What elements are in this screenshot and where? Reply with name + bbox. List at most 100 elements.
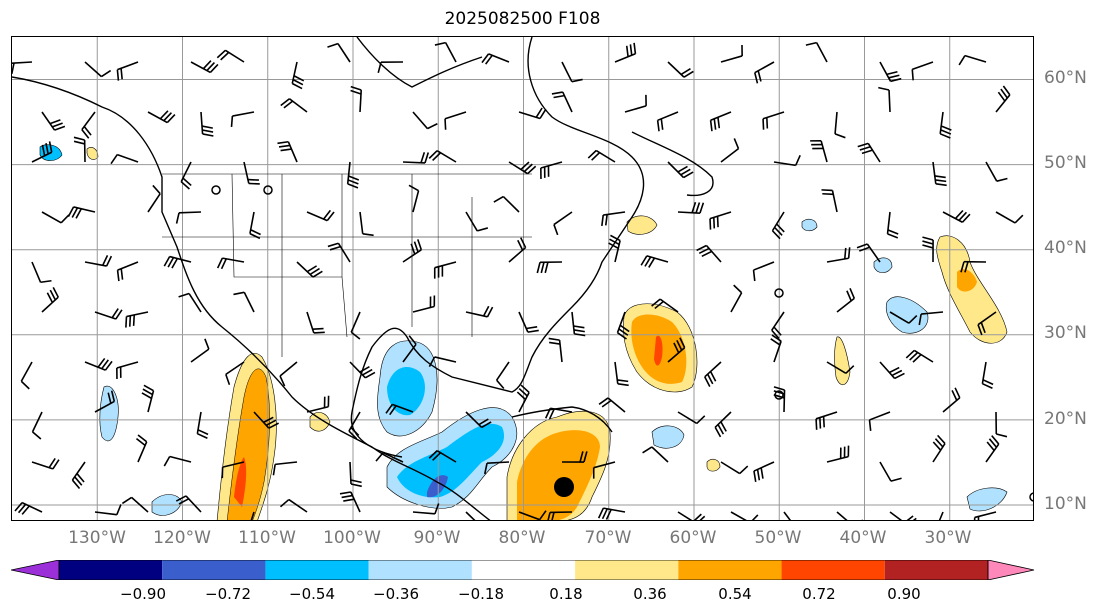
wind-barb [985, 435, 1000, 463]
wind-barb [815, 411, 838, 430]
wind-barb [116, 61, 139, 81]
wind-barb [518, 311, 539, 333]
colorbar-segment [471, 560, 576, 580]
calm-marker [1029, 492, 1033, 502]
wind-barb [402, 239, 423, 263]
wind-barb [243, 161, 260, 185]
wind-barb [730, 511, 759, 520]
wind-barb [350, 85, 363, 113]
wind-barb [614, 42, 637, 63]
wind-barb [836, 287, 856, 313]
lat-label-50n: 50°N [1044, 153, 1087, 173]
calm-marker [774, 288, 784, 298]
wind-barb [810, 139, 828, 163]
coastlines [12, 37, 714, 520]
colorbar-segment [368, 560, 472, 580]
wind-barb [548, 337, 563, 363]
wind-barb [147, 110, 176, 124]
wind-barb [84, 255, 113, 267]
wind-barb [932, 161, 947, 187]
colorbar-extend-high [987, 560, 1035, 580]
wind-barb [327, 42, 351, 63]
wind-barb [253, 411, 279, 429]
shading-positive-mid-atl [834, 336, 851, 385]
wind-barb [771, 211, 785, 240]
wind-barb [624, 94, 647, 113]
wind-barb [434, 41, 457, 63]
lon-label-60w: 60°W [669, 528, 717, 548]
wind-barb [770, 334, 782, 363]
wind-barb [958, 54, 987, 66]
wind-barb [41, 111, 66, 131]
map-panel[interactable] [11, 36, 1034, 521]
wind-barb [31, 141, 53, 163]
wind-barb [428, 449, 457, 463]
shading-negative-small [801, 218, 818, 232]
wind-barb [483, 461, 510, 475]
colorbar-segment [575, 560, 679, 580]
shading-negative-atlantic-east [885, 296, 929, 334]
wind-barb [346, 161, 360, 189]
wind-barb [886, 211, 899, 239]
wind-barb [753, 61, 775, 84]
colorbar-tick-label: −0.90 [120, 585, 166, 603]
colorbar-tick-label: 0.36 [633, 585, 667, 603]
wind-barb [20, 361, 33, 390]
wind-barb [412, 295, 436, 313]
wind-barb [216, 49, 245, 63]
wind-barb [677, 411, 706, 425]
wind-barb [175, 495, 202, 513]
wind-barb [704, 361, 722, 387]
wind-barb [233, 291, 255, 313]
wind-barb [359, 211, 374, 237]
colorbar-tick-label: −0.36 [373, 585, 419, 603]
wind-barb [350, 311, 361, 340]
wind-barb [175, 211, 202, 224]
wind-barb [995, 211, 1024, 224]
wind-barb [412, 111, 438, 130]
wind-barb [771, 311, 785, 340]
wind-barbs [12, 41, 1024, 520]
shading-negative-caribbean-peak [427, 475, 448, 498]
wind-barb [279, 361, 298, 387]
wind-barb [762, 111, 785, 130]
wind-barb [73, 136, 86, 163]
wind-barb [465, 511, 476, 520]
wind-barb [178, 292, 202, 313]
wind-barb [116, 361, 139, 379]
wind-barb [608, 234, 621, 263]
wind-barb [402, 152, 430, 164]
wind-barb [714, 411, 732, 438]
lon-label-80w: 80°W [498, 528, 546, 548]
wind-barb [709, 211, 732, 230]
shading-positive-small [706, 458, 721, 472]
wind-barb [14, 501, 43, 515]
colorbar-tick-label: −0.18 [458, 585, 504, 603]
wind-barb [805, 41, 828, 63]
wind-barb [94, 308, 123, 320]
wind-barb [753, 461, 775, 483]
wind-barb [41, 287, 59, 313]
chart-title: 2025082500 F108 [444, 9, 601, 29]
calm-marker [774, 390, 784, 400]
wind-barb [973, 511, 997, 520]
wind-barb [857, 142, 881, 163]
wind-barb [277, 140, 298, 163]
calm-marker [263, 185, 273, 195]
map-canvas[interactable] [12, 37, 1034, 521]
wind-barb [272, 461, 298, 476]
wind-barb [938, 511, 944, 520]
wind-barb [821, 189, 838, 213]
wind-barb [216, 257, 245, 270]
lon-label-90w: 90°W [413, 528, 461, 548]
shading-positive-east-atlantic-core [957, 269, 977, 292]
wind-barb [601, 211, 626, 227]
wind-barb [465, 411, 492, 429]
shading-negative-east-south [966, 487, 1008, 512]
wind-barb [614, 361, 629, 387]
wind-barb [190, 60, 219, 74]
wind-barb [677, 202, 705, 214]
wind-barb [327, 242, 351, 263]
wind-barb [518, 107, 547, 120]
wind-barb [495, 361, 510, 390]
